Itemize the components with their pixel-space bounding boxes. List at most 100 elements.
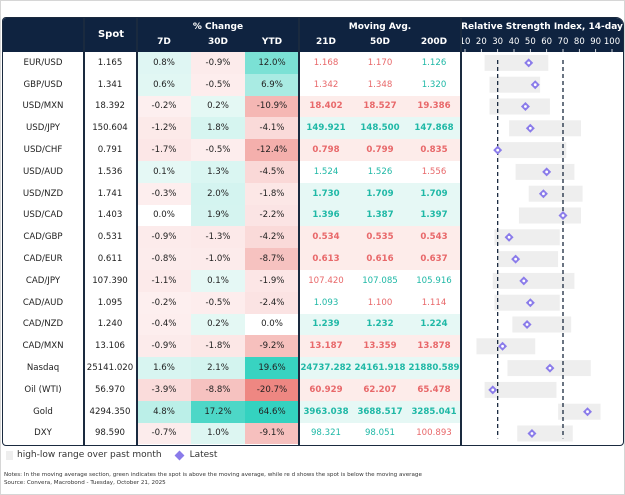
moving-avg-50d: 98.051 <box>364 428 396 439</box>
pct-30d-header: 30D <box>208 37 228 47</box>
moving-avg-200d: 21880.589 <box>408 363 460 374</box>
moving-avg-50d: 62.207 <box>363 384 397 395</box>
pct-change-30d: -0.5% <box>191 291 245 314</box>
pct-change-ytd: -9.1% <box>245 422 299 445</box>
pct-change-30d: 1.8% <box>191 117 245 140</box>
rsi-tick-label: 60 <box>541 37 553 47</box>
pct-change-ytd: 19.6% <box>245 357 299 379</box>
rsi-tick-label: 90 <box>590 37 602 47</box>
instrument-name: CAD/NZD <box>22 319 64 330</box>
rsi-range-bar <box>494 229 560 246</box>
moving-avg-21d: 149.921 <box>306 123 346 134</box>
moving-avg-200d: 0.835 <box>420 145 448 156</box>
moving-avg-50d: 1.526 <box>367 166 393 177</box>
moving-avg-200d: 0.543 <box>420 232 448 243</box>
moving-avg-21d: 0.798 <box>312 145 340 156</box>
pct-change-7d: -0.2% <box>137 95 191 118</box>
pct-change-30d: 1.0% <box>191 422 245 445</box>
spot-value: 4294.350 <box>89 406 131 417</box>
moving-avg-21d: 24737.282 <box>300 363 352 374</box>
spot-value: 0.791 <box>97 145 123 156</box>
rsi-range-bar <box>484 54 549 71</box>
moving-avg-21d: 1.093 <box>313 297 339 308</box>
spot-value: 98.590 <box>94 428 126 439</box>
pct-change-7d: -0.4% <box>137 313 191 336</box>
instrument-name: Nasdaq <box>26 363 60 374</box>
rsi-range-bar <box>518 207 581 224</box>
ma-highlight <box>299 95 461 118</box>
spot-value: 18.392 <box>94 101 126 112</box>
rsi-range-bar <box>497 251 559 268</box>
pct-change-7d: 0.1% <box>137 161 191 183</box>
pct-change-7d: 0.8% <box>137 52 191 74</box>
instrument-name: USD/CAD <box>23 210 63 221</box>
table-row: EUR/USD 1.165 0.8% -0.9% 12.0% 1.168 1.170 1.12… <box>3 52 623 74</box>
moving-avg-50d: 107.085 <box>362 275 398 286</box>
table-row: USD/AUD 1.536 0.1% 1.3% -4.5% 1.524 1.526 1.556 <box>3 161 623 183</box>
legend-latest-label: Latest <box>189 450 218 460</box>
ma-50d-header: 50D <box>370 37 390 47</box>
spot-value: 56.970 <box>94 384 126 395</box>
table-row: USD/CAD 1.403 0.0% 1.9% -2.2% 1.396 1.387 1.397 <box>3 204 623 227</box>
moving-avg-200d: 19.386 <box>417 101 451 112</box>
pct-change-ytd: 64.6% <box>245 400 299 423</box>
rsi-tick-label: 100 <box>603 37 621 47</box>
moving-avg-50d: 0.799 <box>366 145 394 156</box>
rsi-latest-marker-center <box>507 235 511 239</box>
pct-change-7d: -1.2% <box>137 117 191 140</box>
pct-change-7d: 4.8% <box>137 400 191 423</box>
ma-highlight <box>299 226 461 249</box>
rsi-tick-label: 30 <box>492 37 504 47</box>
rsi-latest-marker-center <box>491 388 495 392</box>
pct-change-30d: -1.8% <box>191 335 245 358</box>
spot-value: 150.604 <box>92 123 128 134</box>
pct-change-7d: -1.7% <box>137 139 191 161</box>
rsi-latest-marker-center <box>545 170 549 174</box>
table-header: Spot % Change 7D 30D YTD Moving Avg. 21D… <box>3 18 623 52</box>
ma-200d-header: 200D <box>420 37 448 47</box>
instrument-name: CAD/EUR <box>23 254 63 265</box>
pct-change-30d: -0.5% <box>191 73 245 96</box>
table-row: Oil (WTI) 56.970 -3.9% -8.8% -20.7% 60.929 62.… <box>3 379 623 401</box>
rsi-tick-label: 80 <box>573 37 585 47</box>
moving-avg-21d: 0.534 <box>312 232 340 243</box>
table-row: USD/CHF 0.791 -1.7% -0.5% -12.4% 0.798 0.799 0.… <box>3 139 623 161</box>
moving-avg-50d: 0.535 <box>366 232 394 243</box>
moving-avg-50d: 1.387 <box>366 210 394 221</box>
pct-change-30d: 0.2% <box>191 313 245 336</box>
pct-change-ytd: -8.7% <box>245 248 299 270</box>
rsi-latest-marker-center <box>514 257 518 261</box>
table-row: USD/NZD 1.741 -0.3% 2.0% -1.8% 1.730 1.709 1.70… <box>3 182 623 205</box>
ma-highlight <box>299 379 461 401</box>
pct-change-7d: 1.6% <box>137 357 191 379</box>
divider-change-ma <box>298 18 300 445</box>
spot-value: 1.095 <box>97 297 123 308</box>
instrument-name: CAD/GBP <box>23 232 63 243</box>
spot-value: 13.106 <box>94 341 126 352</box>
pct-change-header: % Change <box>192 22 244 32</box>
instrument-name: USD/JPY <box>25 123 61 134</box>
pct-change-ytd: -2.2% <box>245 204 299 227</box>
rsi-range-bar <box>492 272 575 289</box>
rsi-tick-label: 20 <box>475 37 487 47</box>
rsi-range-bar <box>509 120 581 137</box>
moving-avg-21d: 3963.038 <box>303 406 349 417</box>
rsi-header: Relative Strength Index, 14-day <box>461 22 623 32</box>
pct-change-ytd: 6.9% <box>245 73 299 96</box>
rsi-range-bar <box>517 425 573 442</box>
moving-avg-21d: 1.396 <box>312 210 340 221</box>
spot-value: 107.390 <box>92 275 128 286</box>
rsi-latest-marker-center <box>586 410 589 414</box>
moving-avg-50d: 1.170 <box>367 57 393 68</box>
table-row: CAD/GBP 0.531 -0.9% -1.3% -4.2% 0.534 0.535 0.5… <box>3 226 623 249</box>
moving-avg-21d: 1.730 <box>312 188 340 199</box>
moving-avg-21d: 107.420 <box>308 275 344 286</box>
ma-highlight <box>299 357 461 379</box>
rsi-latest-marker-center <box>496 148 500 152</box>
instrument-name: CAD/JPY <box>25 275 61 286</box>
instrument-name: GBP/USD <box>23 79 63 90</box>
instrument-name: CAD/AUD <box>22 297 64 308</box>
moving-avg-200d: 3285.041 <box>411 406 457 417</box>
rsi-latest-marker-center <box>525 323 529 326</box>
pct-change-7d: 0.6% <box>137 73 191 96</box>
